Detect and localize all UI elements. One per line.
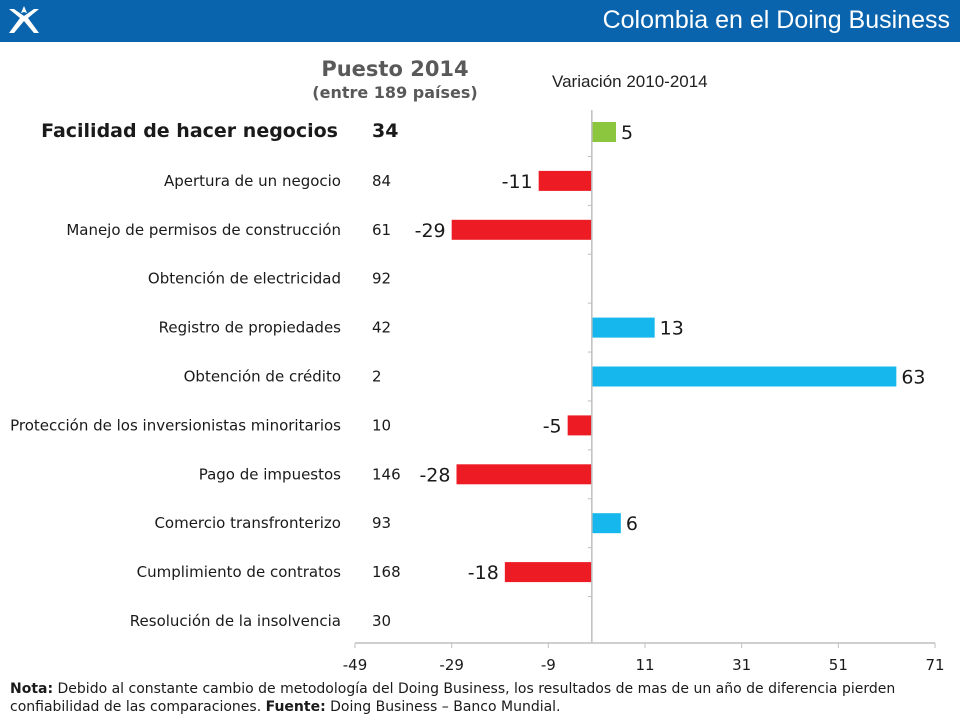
variation-bar	[591, 366, 897, 387]
data-label: 6	[626, 513, 638, 535]
footnote-nota-text: Debido al constante cambio de metodologí…	[10, 681, 896, 715]
rank-value: 30	[372, 612, 391, 630]
rank-column-title: Puesto 2014	[321, 57, 469, 81]
data-label: 13	[660, 318, 684, 340]
rank-value: 42	[372, 319, 391, 337]
variation-bar	[451, 219, 592, 240]
rank-value: 146	[372, 465, 401, 483]
category-label: Manejo de permisos de construcción	[66, 221, 341, 239]
data-label: -11	[502, 171, 533, 193]
category-label: Obtención de crédito	[184, 368, 341, 386]
category-label: Pago de impuestos	[199, 465, 341, 483]
x-tick-label: 71	[925, 656, 944, 674]
rank-value: 168	[372, 563, 401, 581]
rank-value: 93	[372, 514, 391, 532]
category-label: Comercio transfronterizo	[154, 514, 341, 532]
data-label: -5	[543, 415, 562, 437]
x-tick-label: -29	[439, 656, 464, 674]
variation-bar	[538, 170, 592, 191]
variation-bar	[591, 122, 616, 142]
logo-icon	[9, 6, 39, 33]
footnote-fuente-text: Doing Business – Banco Mundial.	[325, 699, 561, 715]
category-label: Obtención de electricidad	[148, 270, 341, 288]
header-bar: Colombia en el Doing Business	[0, 0, 960, 42]
data-label: -18	[468, 562, 499, 584]
x-tick-label: 11	[635, 656, 654, 674]
x-tick-label: -9	[541, 656, 556, 674]
rank-value: 92	[372, 270, 391, 288]
variation-bar	[567, 415, 592, 436]
category-label: Resolución de la insolvencia	[130, 612, 341, 630]
data-label: -28	[419, 464, 450, 486]
category-label: Cumplimiento de contratos	[137, 563, 342, 581]
variation-bar	[504, 562, 592, 583]
data-label: -29	[415, 220, 446, 242]
variation-bar	[456, 464, 592, 485]
data-label: 63	[901, 367, 925, 389]
x-tick-label: -49	[343, 656, 368, 674]
x-tick-label: 51	[829, 656, 848, 674]
page-title: Colombia en el Doing Business	[602, 6, 950, 34]
rank-value: 84	[372, 172, 391, 190]
footnote-nota-label: Nota:	[10, 681, 54, 697]
rank-value: 34	[372, 120, 398, 142]
rank-value: 10	[372, 416, 391, 434]
variation-bar	[591, 513, 621, 534]
data-label: 5	[621, 122, 633, 144]
category-label: Protección de los inversionistas minorit…	[10, 416, 341, 434]
x-tick-label: 31	[732, 656, 751, 674]
rank-value: 2	[372, 368, 382, 386]
rank-value: 61	[372, 221, 391, 239]
category-label: Registro de propiedades	[159, 319, 342, 337]
category-label: Apertura de un negocio	[164, 172, 341, 190]
footnote-fuente-label: Fuente:	[265, 699, 326, 715]
rank-column-subtitle: (entre 189 países)	[312, 83, 478, 102]
category-label: Facilidad de hacer negocios	[41, 120, 338, 142]
footnote: Nota: Debido al constante cambio de meto…	[10, 680, 955, 716]
variation-column-title: Variación 2010-2014	[552, 72, 708, 91]
variation-bar	[591, 317, 655, 338]
